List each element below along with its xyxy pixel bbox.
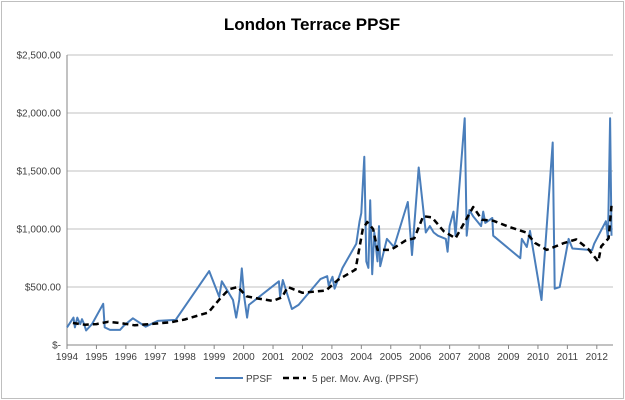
x-tick-label: 2009 <box>497 352 520 363</box>
legend-label-moving-average: 5 per. Mov. Avg. (PPSF) <box>312 374 418 385</box>
series-line-ppsf <box>66 117 613 332</box>
x-tick-label: 2001 <box>262 352 285 363</box>
x-tick-label: 2006 <box>409 352 432 363</box>
y-tick-label: $500.00 <box>25 283 62 294</box>
x-tick-label: 1995 <box>85 352 108 363</box>
chart-title: London Terrace PPSF <box>224 15 400 34</box>
x-tick-label: 2004 <box>350 352 373 363</box>
y-tick-label: $2,500.00 <box>17 51 62 62</box>
x-tick-label: 2008 <box>468 352 491 363</box>
x-tick-label: 1996 <box>115 352 138 363</box>
x-tick-label: 1994 <box>56 352 79 363</box>
legend-label-ppsf: PPSF <box>246 374 272 385</box>
legend: PPSF 5 per. Mov. Avg. (PPSF) <box>215 374 418 385</box>
x-tick-label: 1999 <box>203 352 226 363</box>
x-tick-label: 1997 <box>144 352 167 363</box>
x-tick-label: 2003 <box>321 352 344 363</box>
x-tick-label: 2007 <box>439 352 462 363</box>
x-tick-label: 2000 <box>232 352 255 363</box>
y-tick-label: $2,000.00 <box>17 109 62 120</box>
y-tick-label: $1,000.00 <box>17 225 62 236</box>
series-line-moving-average <box>72 205 613 327</box>
x-tick-label: 2012 <box>586 352 609 363</box>
x-tick-label: 1998 <box>174 352 197 363</box>
y-tick-label: $- <box>52 341 61 352</box>
x-tick-label: 2002 <box>291 352 314 363</box>
x-tick-label: 2005 <box>380 352 403 363</box>
y-tick-label: $1,500.00 <box>17 167 62 178</box>
x-tick-label: 2011 <box>557 352 579 363</box>
x-tick-label: 2010 <box>527 352 550 363</box>
